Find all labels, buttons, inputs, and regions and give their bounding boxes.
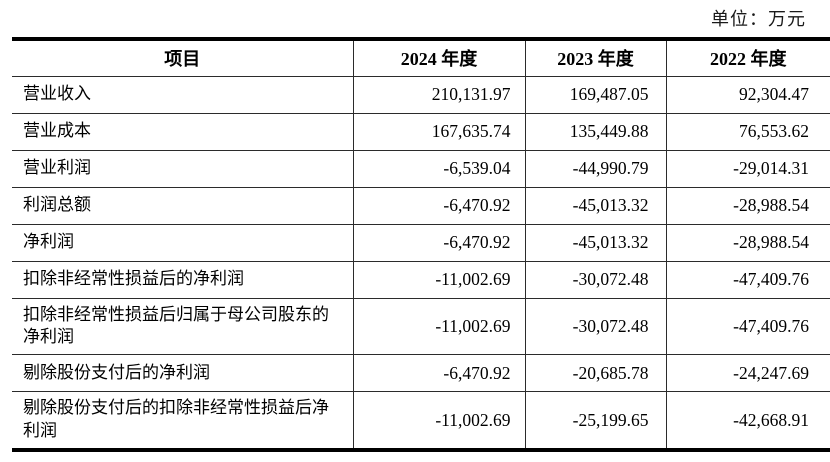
column-header-item: 项目: [12, 39, 353, 77]
value-2023: -20,685.78: [524, 354, 666, 393]
value-2024: -6,470.92: [352, 354, 525, 393]
value-2023: 169,487.05: [524, 76, 666, 114]
value-2024: -6,470.92: [352, 224, 525, 262]
column-header-2024: 2024 年度: [352, 39, 525, 77]
financial-results-table: 项目 2024 年度 2023 年度 2022 年度 营业收入 210,131.…: [12, 37, 830, 453]
table-row: 剔除股份支付后的扣除非经常性损益后净利润 -11,002.69 -25,199.…: [12, 391, 830, 451]
column-header-2023: 2023 年度: [524, 39, 666, 77]
value-2023: -45,013.32: [524, 224, 666, 262]
value-2023: -45,013.32: [524, 187, 666, 225]
value-2022: -47,409.76: [665, 298, 830, 356]
value-2023: 135,449.88: [524, 113, 666, 151]
value-2022: 76,553.62: [665, 113, 830, 151]
row-label: 剔除股份支付后的扣除非经常性损益后净利润: [23, 398, 329, 441]
table-header-row: 项目 2024 年度 2023 年度 2022 年度: [12, 39, 830, 77]
row-label: 利润总额: [12, 187, 353, 225]
column-header-2022: 2022 年度: [665, 39, 830, 77]
value-2022: 92,304.47: [665, 76, 830, 114]
value-2023: -30,072.48: [524, 261, 666, 299]
row-label: 剔除股份支付后的净利润: [12, 354, 353, 393]
row-label: 扣除非经常性损益后归属于母公司股东的净利润: [12, 298, 353, 356]
value-2023: -44,990.79: [524, 150, 666, 188]
unit-label: 单位：万元: [711, 9, 806, 29]
table-row: 净利润 -6,470.92 -45,013.32 -28,988.54: [12, 224, 830, 262]
value-2024: -11,002.69: [352, 261, 525, 299]
value-2024: 210,131.97: [352, 76, 525, 114]
value-2024: -6,470.92: [352, 187, 525, 225]
value-2023: -25,199.65: [524, 391, 666, 451]
value-2022: -29,014.31: [665, 150, 830, 188]
value-2024: -6,539.04: [352, 150, 525, 188]
value-2022: -42,668.91: [665, 391, 830, 451]
value-2024: -11,002.69: [352, 298, 525, 356]
table-row: 营业成本 167,635.74 135,449.88 76,553.62: [12, 113, 830, 151]
row-label: 扣除非经常性损益后的净利润: [12, 261, 353, 299]
row-label: 营业收入: [12, 76, 353, 114]
table-row: 扣除非经常性损益后归属于母公司股东的净利润 -11,002.69 -30,072…: [12, 298, 830, 356]
row-label: 净利润: [12, 224, 353, 262]
value-2023: -30,072.48: [524, 298, 666, 356]
table-row: 利润总额 -6,470.92 -45,013.32 -28,988.54: [12, 187, 830, 225]
table-row: 剔除股份支付后的净利润 -6,470.92 -20,685.78 -24,247…: [12, 354, 830, 393]
value-2024: 167,635.74: [352, 113, 525, 151]
table-row: 营业收入 210,131.97 169,487.05 92,304.47: [12, 76, 830, 114]
value-2022: -24,247.69: [665, 354, 830, 393]
row-label: 营业成本: [12, 113, 353, 151]
value-2022: -28,988.54: [665, 224, 830, 262]
value-2022: -47,409.76: [665, 261, 830, 299]
table-row: 营业利润 -6,539.04 -44,990.79 -29,014.31: [12, 150, 830, 188]
table-row: 扣除非经常性损益后的净利润 -11,002.69 -30,072.48 -47,…: [12, 261, 830, 299]
row-label: 营业利润: [12, 150, 353, 188]
value-2024: -11,002.69: [352, 391, 525, 451]
value-2022: -28,988.54: [665, 187, 830, 225]
